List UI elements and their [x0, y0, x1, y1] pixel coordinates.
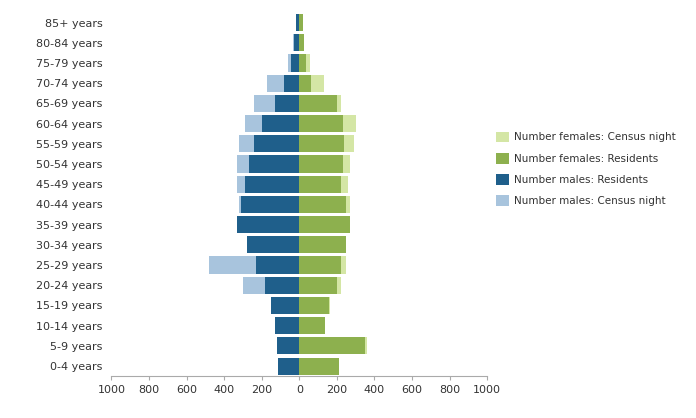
Bar: [299, 277, 340, 294]
Bar: [299, 34, 304, 51]
Bar: [299, 257, 340, 274]
Bar: [243, 277, 299, 294]
Bar: [288, 54, 299, 71]
Bar: [296, 14, 299, 31]
Bar: [241, 196, 299, 213]
Bar: [299, 196, 347, 213]
Bar: [299, 75, 312, 92]
Bar: [271, 297, 299, 314]
Bar: [254, 95, 299, 112]
Bar: [299, 317, 324, 334]
Bar: [275, 317, 299, 334]
Bar: [293, 34, 299, 51]
Bar: [294, 34, 299, 51]
Bar: [299, 357, 339, 375]
Bar: [299, 317, 324, 334]
Bar: [209, 257, 299, 274]
Bar: [237, 176, 299, 193]
Bar: [267, 75, 299, 92]
Bar: [277, 337, 299, 354]
Bar: [299, 14, 303, 31]
Bar: [275, 317, 299, 334]
Bar: [299, 257, 347, 274]
Bar: [299, 135, 345, 153]
Bar: [299, 95, 337, 112]
Legend: Number females: Census night, Number females: Residents, Number males: Residents: Number females: Census night, Number fem…: [496, 132, 676, 206]
Bar: [245, 176, 299, 193]
Bar: [246, 236, 299, 253]
Bar: [262, 115, 299, 132]
Bar: [299, 216, 350, 233]
Bar: [239, 135, 299, 153]
Bar: [299, 34, 304, 51]
Bar: [299, 54, 306, 71]
Bar: [275, 95, 299, 112]
Bar: [299, 135, 354, 153]
Bar: [237, 155, 299, 173]
Bar: [278, 357, 299, 375]
Bar: [265, 277, 299, 294]
Bar: [296, 14, 299, 31]
Bar: [299, 236, 347, 253]
Bar: [299, 115, 356, 132]
Bar: [248, 155, 299, 173]
Bar: [291, 54, 299, 71]
Bar: [254, 135, 299, 153]
Bar: [278, 357, 299, 375]
Bar: [237, 216, 299, 233]
Bar: [245, 216, 299, 233]
Bar: [277, 337, 299, 354]
Bar: [299, 115, 342, 132]
Bar: [299, 297, 331, 314]
Bar: [239, 196, 299, 213]
Bar: [299, 196, 350, 213]
Bar: [299, 277, 337, 294]
Bar: [299, 54, 310, 71]
Bar: [299, 176, 340, 193]
Bar: [299, 155, 342, 173]
Bar: [245, 115, 299, 132]
Bar: [299, 14, 303, 31]
Bar: [271, 297, 299, 314]
Bar: [299, 337, 365, 354]
Bar: [299, 95, 340, 112]
Bar: [299, 75, 324, 92]
Bar: [299, 357, 339, 375]
Bar: [299, 236, 347, 253]
Bar: [299, 216, 350, 233]
Bar: [284, 75, 299, 92]
Bar: [299, 297, 329, 314]
Bar: [299, 155, 350, 173]
Bar: [299, 176, 348, 193]
Bar: [251, 236, 299, 253]
Bar: [256, 257, 299, 274]
Bar: [299, 337, 367, 354]
